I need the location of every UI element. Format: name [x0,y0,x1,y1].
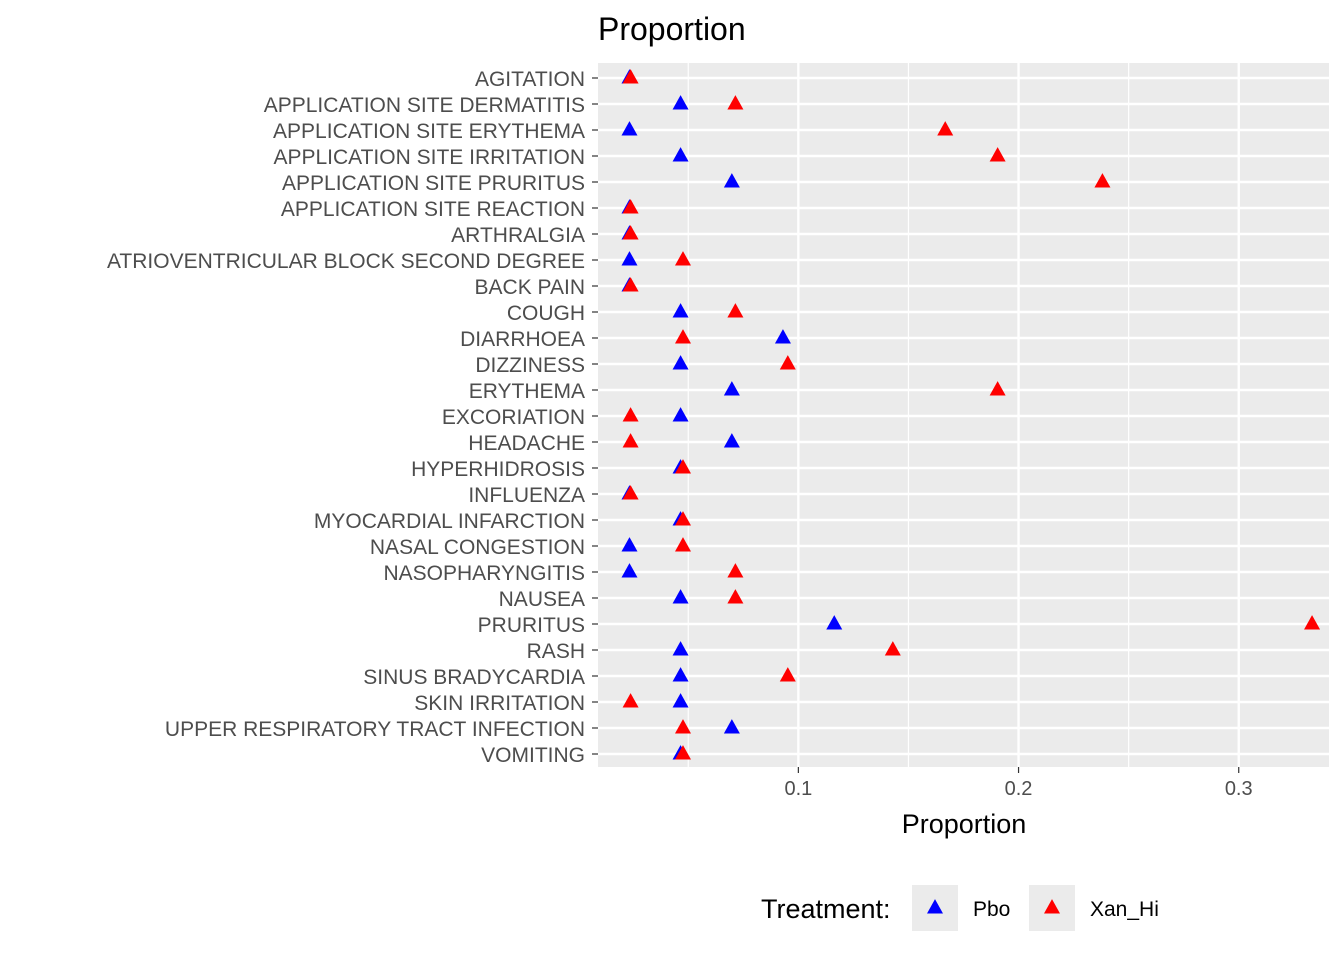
x-tick-label: 0.2 [1005,778,1033,800]
point-xan-hi-24 [622,693,639,708]
y-tick-label: APPLICATION SITE IRRITATION [273,146,585,169]
point-pbo-21 [826,615,843,630]
point-xan-hi-14 [622,433,639,448]
x-axis-ticks [797,767,1240,773]
y-tick-label: UPPER RESPIRATORY TRACT INFECTION [165,718,585,741]
y-tick-label: APPLICATION SITE PRURITUS [282,172,585,195]
y-tick-label: COUGH [507,302,585,325]
point-pbo-18 [621,537,638,552]
point-xan-hi-17 [674,511,691,526]
y-tick-label: NASOPHARYNGITIS [384,562,586,585]
y-tick-label: SKIN IRRITATION [414,692,585,715]
point-pbo-3 [672,147,689,162]
point-xan-hi-15 [674,459,691,474]
y-tick-label: APPLICATION SITE REACTION [281,198,585,221]
point-xan-hi-16 [622,485,639,500]
y-tick-label: BACK PAIN [475,276,585,299]
point-xan-hi-3 [989,147,1006,162]
point-xan-hi-11 [779,355,796,370]
point-pbo-23 [672,667,689,682]
y-tick-label: DIZZINESS [475,354,585,377]
point-pbo-20 [672,589,689,604]
y-tick-label: VOMITING [481,744,585,767]
y-tick-label: AGITATION [475,68,585,91]
point-pbo-10 [774,329,791,344]
point-pbo-7 [621,251,638,266]
point-pbo-9 [672,303,689,318]
y-tick-label: PRURITUS [478,614,585,637]
point-xan-hi-9 [727,303,744,318]
point-pbo-2 [621,121,638,136]
y-tick-label: EXCORIATION [442,406,585,429]
point-xan-hi-26 [674,745,691,760]
legend-label: Pbo [973,898,1010,921]
point-pbo-14 [723,433,740,448]
legend-label: Xan_Hi [1090,898,1159,921]
y-tick-label: HYPERHIDROSIS [411,458,585,481]
point-xan-hi-10 [674,329,691,344]
y-tick-label: NASAL CONGESTION [370,536,585,559]
x-axis-title: Proportion [902,809,1027,839]
legend-marker [1044,899,1060,914]
point-xan-hi-1 [727,95,744,110]
x-tick-label: 0.1 [784,778,812,800]
point-xan-hi-0 [622,69,639,84]
y-tick-label: HEADACHE [468,432,585,455]
point-pbo-12 [723,381,740,396]
y-tick-label: ERYTHEMA [469,380,585,403]
legend-marker [927,899,943,914]
point-pbo-24 [672,693,689,708]
point-xan-hi-22 [884,641,901,656]
y-axis-ticks [592,77,598,755]
point-xan-hi-12 [989,381,1006,396]
y-axis-labels: AGITATION APPLICATION SITE DERMATITIS APPL… [107,68,585,767]
point-pbo-19 [621,563,638,578]
x-tick-label: 0.3 [1225,778,1253,800]
point-xan-hi-20 [727,589,744,604]
point-xan-hi-21 [1304,615,1321,630]
point-xan-hi-8 [622,277,639,292]
point-pbo-1 [672,95,689,110]
point-xan-hi-19 [727,563,744,578]
point-pbo-25 [723,719,740,734]
y-tick-label: MYOCARDIAL INFARCTION [314,510,585,533]
point-xan-hi-23 [779,667,796,682]
y-tick-label: RASH [527,640,585,663]
major-gridlines-y [598,76,1329,756]
legend-item-xan-hi: Xan_Hi [1029,885,1159,931]
legend-title: Treatment: [761,894,891,924]
legend-item-pbo: Pbo [912,885,1010,931]
point-xan-hi-7 [674,251,691,266]
point-xan-hi-25 [674,719,691,734]
y-tick-label: ATRIOVENTRICULAR BLOCK SECOND DEGREE [107,250,585,273]
point-xan-hi-5 [622,199,639,214]
y-tick-label: APPLICATION SITE ERYTHEMA [273,120,585,143]
y-tick-label: SINUS BRADYCARDIA [363,666,585,689]
x-axis-labels: 0.1 0.2 0.3 [784,778,1252,800]
point-pbo-13 [672,407,689,422]
point-xan-hi-18 [674,537,691,552]
y-tick-label: INFLUENZA [468,484,585,507]
point-xan-hi-13 [622,407,639,422]
chart-title: Proportion [598,11,746,47]
point-xan-hi-6 [622,225,639,240]
y-tick-label: NAUSEA [499,588,585,611]
y-tick-label: ARTHRALGIA [451,224,585,247]
point-xan-hi-2 [937,121,954,136]
point-pbo-4 [723,173,740,188]
point-xan-hi-4 [1094,173,1111,188]
legend: Treatment: Pbo Xan_Hi [761,885,1159,931]
data-points [621,69,1321,760]
legend-items: Pbo Xan_Hi [912,885,1159,931]
point-pbo-22 [672,641,689,656]
point-pbo-11 [672,355,689,370]
y-tick-label: APPLICATION SITE DERMATITIS [264,94,585,117]
y-tick-label: DIARRHOEA [460,328,585,351]
